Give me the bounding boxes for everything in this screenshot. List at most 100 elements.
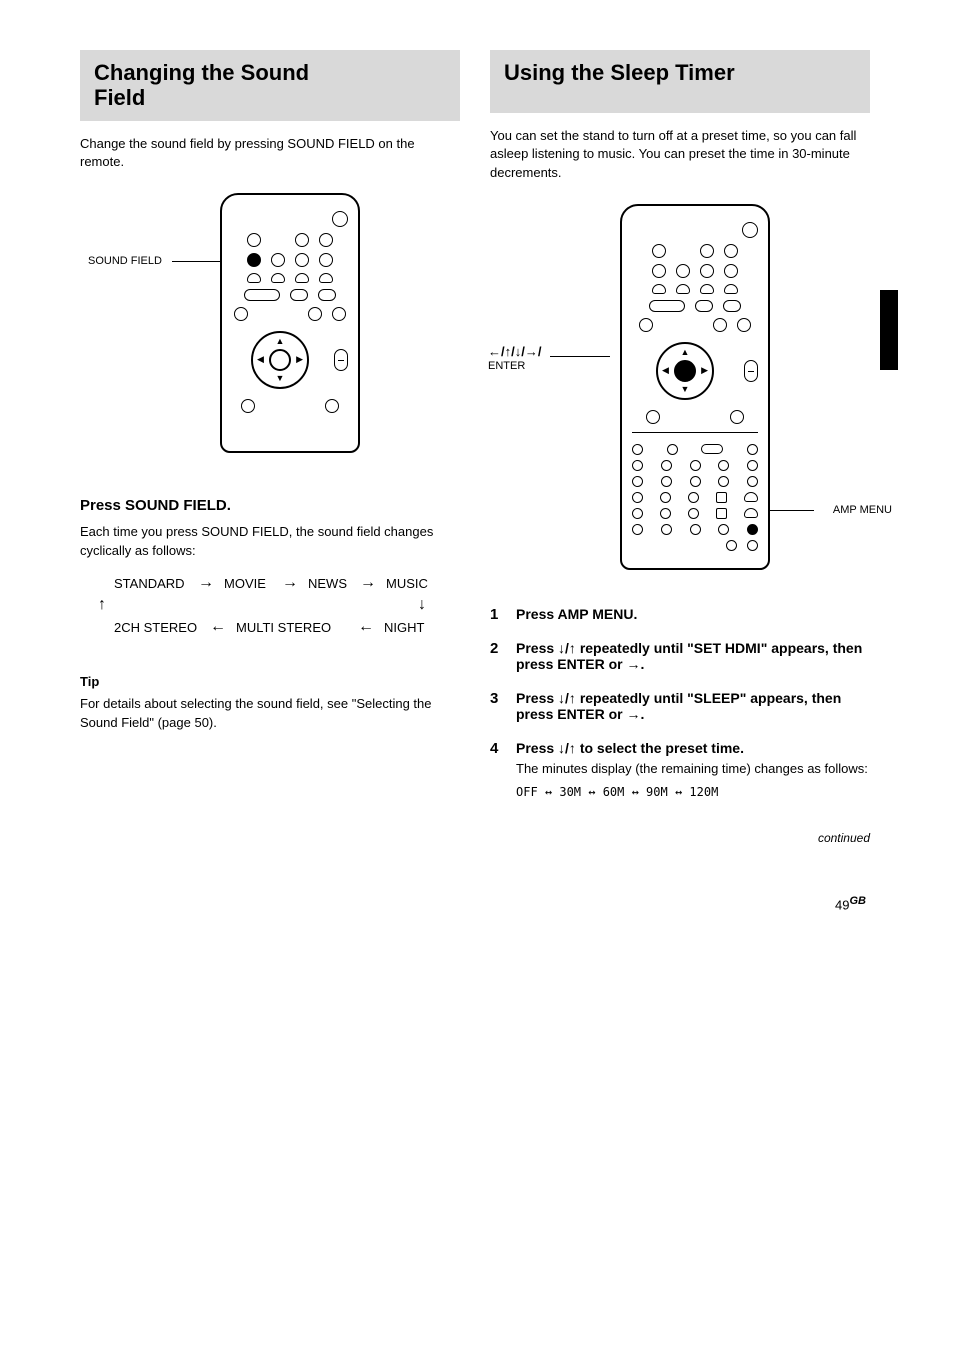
remote-btn [747, 540, 758, 551]
remote-btn [632, 524, 643, 535]
volume-rocker-icon [744, 360, 758, 382]
step-number: 1 [490, 606, 506, 626]
arrow-right-icon: → [282, 574, 298, 592]
dpad-icon: ▲ ▼ ◀ ▶ [251, 331, 309, 389]
remote-btn [319, 233, 333, 247]
remote-btn [319, 273, 333, 283]
left-arrow-icon: ◀ [257, 355, 264, 364]
remote-btn [661, 524, 672, 535]
remote-btn [688, 492, 699, 503]
right-arrow-icon: ▶ [701, 366, 708, 375]
remote-btn [724, 244, 738, 258]
page-lang: GB [850, 895, 867, 907]
step4-line: OFF ↔ 30M ↔ 60M ↔ 90M ↔ 120M [516, 784, 870, 801]
step-1: 1 Press AMP MENU. [490, 606, 870, 626]
remote-btn [695, 300, 713, 312]
ampmenu-button-icon [747, 524, 758, 535]
step-number: 2 [490, 640, 506, 676]
left-header-line1: Changing the Sound [94, 60, 309, 85]
remote-btn [234, 307, 248, 321]
up-arrow-icon: ▲ [681, 348, 690, 357]
step2-head: Press ↓/↑ repeatedly until "SET HDMI" ap… [516, 640, 870, 672]
up-arrow-icon: ▲ [276, 337, 285, 346]
arrow-left-icon: ← [358, 618, 374, 636]
side-tab [880, 290, 898, 370]
remote-btn [295, 273, 309, 283]
remote-btn [318, 289, 336, 301]
remote-btn [632, 476, 643, 487]
step-2: 2 Press ↓/↑ repeatedly until "SET HDMI" … [490, 640, 870, 676]
soundfield-button-icon [247, 253, 261, 267]
dg-standard: STANDARD [114, 576, 185, 591]
remote-btn [690, 524, 701, 535]
step-sub: Each time you press SOUND FIELD, the sou… [80, 523, 460, 561]
step4-head: Press ↓/↑ to select the preset time. [516, 740, 870, 756]
soundfield-label: SOUND FIELD [88, 255, 162, 267]
enter-label: ENTER [488, 360, 525, 372]
remote-btn [723, 300, 741, 312]
remote-btn [744, 492, 758, 502]
remote-btn [332, 307, 346, 321]
remote-extended-panel [632, 432, 758, 551]
right-arrow-icon: ▶ [296, 355, 303, 364]
remote-btn [652, 284, 666, 294]
right-remote-wrap: ←/↑/↓/→/ ENTER AMP MENU ▲ ▼ ◀ [490, 204, 870, 584]
label-line [770, 510, 814, 511]
power-button-icon [742, 222, 758, 238]
dg-music: MUSIC [386, 576, 428, 591]
dg-stereo: 2CH STEREO [114, 620, 197, 635]
remote-btn [241, 399, 255, 413]
remote-btn [295, 233, 309, 247]
arrow-right-icon: → [360, 574, 376, 592]
enter-button-icon [674, 360, 696, 382]
dg-news: NEWS [308, 576, 347, 591]
remote-btn [716, 508, 727, 519]
arrow-up-icon: ↑ [98, 596, 106, 614]
right-column: Using the Sleep Timer You can set the st… [490, 50, 870, 845]
remote-btn [724, 264, 738, 278]
step1-head: Press AMP MENU. [516, 606, 870, 622]
remote-btn [661, 476, 672, 487]
remote-btn [716, 492, 727, 503]
remote-btn [730, 410, 744, 424]
remote-btn [700, 264, 714, 278]
step-3: 3 Press ↓/↑ repeatedly until "SLEEP" app… [490, 690, 870, 726]
remote-btn [667, 444, 678, 455]
ampmenu-label: AMP MENU [833, 504, 892, 516]
remote-btn [718, 476, 729, 487]
down-arrow-icon: ▼ [681, 385, 690, 394]
arrow-down-icon: ↓ [418, 596, 426, 614]
step-number: 3 [490, 690, 506, 726]
remote-btn [737, 318, 751, 332]
right-header: Using the Sleep Timer [504, 60, 856, 85]
dg-multi: MULTI STEREO [236, 620, 331, 635]
step4-sub: The minutes display (the remaining time)… [516, 760, 870, 778]
remote-btn [295, 253, 309, 267]
step-number: 4 [490, 740, 506, 801]
remote-btn [718, 524, 729, 535]
remote-btn [247, 273, 261, 283]
soundfield-cycle-diagram: STANDARD → MOVIE → NEWS → MUSIC ↑ ↓ 2CH … [80, 570, 460, 654]
remote-btn [244, 289, 280, 301]
page-number: 49 [835, 897, 849, 912]
page-footer: 49GB [0, 845, 954, 932]
left-header-line2: Field [94, 85, 145, 110]
page-columns: Changing the Sound Field Change the soun… [0, 50, 954, 845]
right-steps: 1 Press AMP MENU. 2 Press ↓/↑ repeatedly… [490, 606, 870, 801]
remote-btn [660, 508, 671, 519]
remote-btn [661, 460, 672, 471]
left-arrow-icon: ◀ [662, 366, 669, 375]
left-section-header: Changing the Sound Field [80, 50, 460, 121]
remote-btn [308, 307, 322, 321]
dpad-icon: ▲ ▼ ◀ ▶ [656, 342, 714, 400]
volume-rocker-icon [334, 349, 348, 371]
remote-btn [652, 264, 666, 278]
label-line [550, 356, 610, 357]
left-intro: Change the sound field by pressing SOUND… [80, 135, 460, 171]
label-line [172, 261, 220, 262]
remote-btn [713, 318, 727, 332]
remote-btn [271, 273, 285, 283]
remote-btn [747, 444, 758, 455]
remote-btn [688, 508, 699, 519]
power-button-icon [332, 211, 348, 227]
